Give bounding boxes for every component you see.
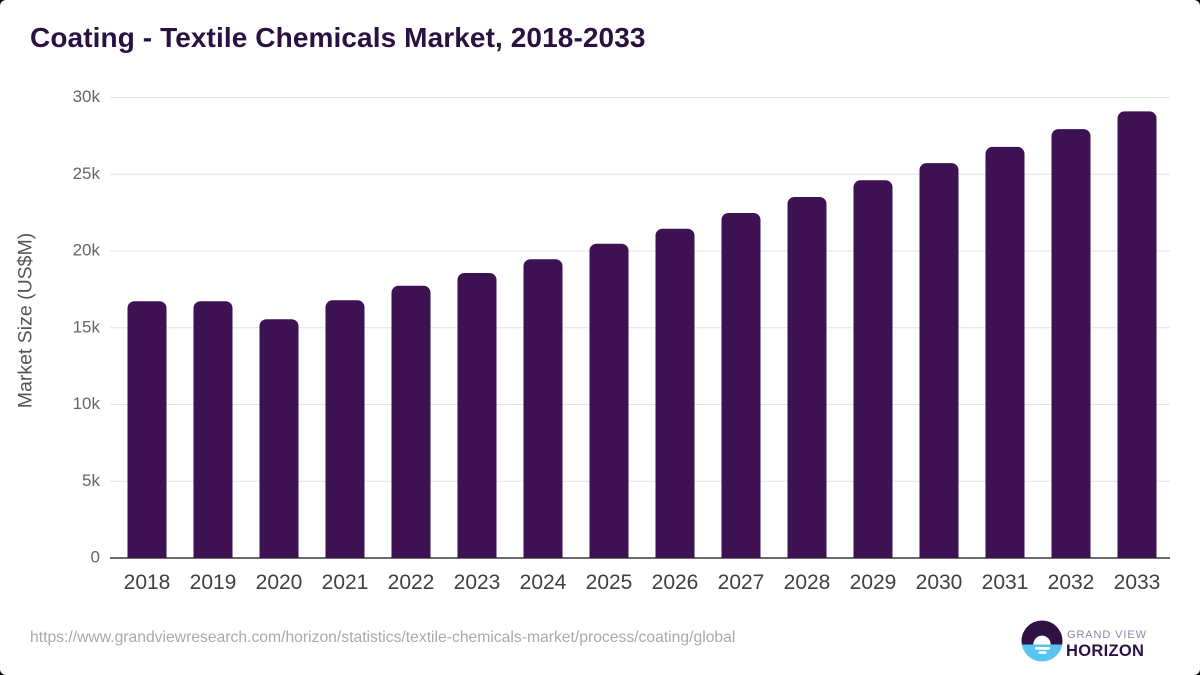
- svg-text:30k: 30k: [73, 87, 101, 106]
- svg-text:2022: 2022: [388, 571, 435, 594]
- svg-text:GRAND VIEW: GRAND VIEW: [1067, 629, 1147, 641]
- svg-text:2018: 2018: [124, 571, 171, 594]
- svg-text:2026: 2026: [652, 571, 699, 594]
- svg-text:2031: 2031: [982, 571, 1029, 594]
- svg-text:2025: 2025: [586, 571, 633, 594]
- svg-text:10k: 10k: [73, 394, 101, 413]
- svg-text:2030: 2030: [916, 571, 963, 594]
- svg-text:2028: 2028: [784, 571, 831, 594]
- svg-text:2023: 2023: [454, 571, 501, 594]
- svg-text:2021: 2021: [322, 571, 369, 594]
- svg-text:15k: 15k: [73, 317, 101, 336]
- svg-text:25k: 25k: [73, 164, 101, 183]
- svg-text:2032: 2032: [1048, 571, 1095, 594]
- svg-text:5k: 5k: [82, 471, 100, 490]
- svg-text:2029: 2029: [850, 571, 897, 594]
- svg-text:2024: 2024: [520, 571, 567, 594]
- svg-text:2020: 2020: [256, 571, 303, 594]
- svg-text:0: 0: [91, 548, 100, 567]
- svg-text:2019: 2019: [190, 571, 237, 594]
- svg-text:2033: 2033: [1114, 571, 1161, 594]
- svg-text:20k: 20k: [73, 241, 101, 260]
- svg-text:HORIZON: HORIZON: [1066, 642, 1144, 660]
- svg-text:2027: 2027: [718, 571, 765, 594]
